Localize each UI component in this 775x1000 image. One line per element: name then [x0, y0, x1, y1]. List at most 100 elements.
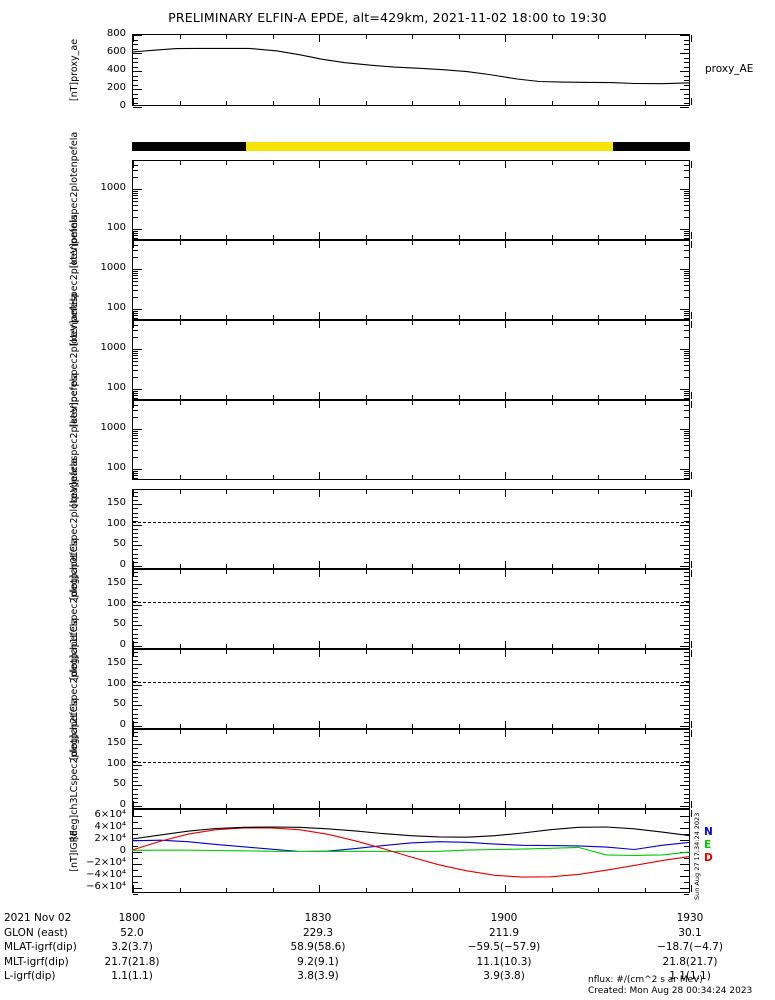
xtick-b-igrf-8 [505, 885, 506, 892]
yminor-pa-ch1lc-8 [133, 617, 138, 619]
xtick-t-en-perp-1 [179, 321, 181, 325]
yminor-r-pa-ch2lc-18 [684, 656, 689, 658]
yminor-en-para-14 [133, 416, 138, 418]
xtick-b-en-anti-2 [226, 315, 227, 319]
xtick-b-en-perp-8 [505, 392, 506, 399]
xtick-b-pa-ch0lc-6 [412, 564, 413, 568]
xtick-t-en-perp-3 [272, 321, 274, 325]
yminor-en-perp-4 [133, 388, 138, 390]
yminor-r-en-omni-8 [684, 201, 689, 202]
xtick-t-igrf-9 [551, 810, 553, 814]
xtick-t-proxy-ae-6 [412, 35, 413, 39]
xtick-t-igrf-7 [458, 810, 460, 814]
xtick-b-igrf-1 [179, 888, 181, 892]
yminor-proxy-ae-1 [133, 102, 138, 104]
yminor-r-en-para-13 [684, 428, 689, 430]
xtick-t-en-omni-5 [365, 161, 367, 165]
xtick-t-en-perp-0 [133, 321, 134, 328]
xtick-b-en-para-9 [551, 475, 553, 479]
yminor-igrf-6 [133, 858, 138, 859]
yminor-pa-ch3lc-4 [133, 793, 138, 795]
yminor-pa-ch1lc-14 [133, 592, 138, 594]
ytick-label-en-perp-0: 100 [106, 381, 126, 393]
ytick-label-proxy-ae-1: 200 [106, 82, 126, 93]
yminor-r-proxy-ae-10 [684, 62, 689, 63]
yminor-en-omni-5 [133, 216, 138, 218]
yminor-pa-ch3lc-10 [133, 768, 138, 770]
yminor-pa-ch1lc-11 [133, 604, 138, 606]
xtick-b-pa-ch0lc-0 [133, 561, 134, 568]
xtick-b-en-omni-9 [551, 235, 553, 239]
yminor-en-omni-8 [133, 201, 138, 202]
yminor-igrf-1 [133, 888, 138, 889]
xtick-b-pa-ch2lc-3 [272, 724, 274, 728]
yminor-r-proxy-ae-5 [684, 84, 689, 86]
yminor-pa-ch2lc-17 [133, 660, 138, 662]
xtick-t-en-para-2 [226, 401, 227, 405]
line-igrf-N [131, 839, 691, 853]
xtick-t-igrf-6 [412, 810, 413, 814]
xaxis-value-mlt-igrf-3: 21.8(21.7) [662, 955, 718, 968]
xtick-b-en-anti-6 [412, 315, 413, 319]
yminor-en-anti-3 [133, 310, 138, 312]
yminor-r-pa-ch0lc-2 [684, 561, 689, 563]
ytick-label-pa-ch0lc-1: 50 [113, 538, 126, 550]
yminor-pa-ch0lc-13 [133, 516, 138, 518]
yminor-r-igrf-4 [684, 870, 689, 871]
xtick-t-en-omni-11 [644, 161, 646, 165]
yminor-pa-ch0lc-12 [133, 520, 138, 522]
yminor-pa-ch2lc-19 [133, 652, 138, 654]
xtick-t-pa-ch0lc-3 [272, 490, 274, 494]
xtick-b-pa-ch0lc-12 [691, 561, 692, 568]
yminor-r-en-para-10 [684, 435, 689, 437]
xtick-t-pa-ch0lc-4 [319, 490, 320, 497]
yminor-pa-ch3lc-8 [133, 777, 138, 779]
yminor-r-pa-ch3lc-10 [684, 768, 689, 770]
yminor-en-omni-11 [133, 192, 138, 194]
yminor-r-en-omni-6 [684, 209, 689, 211]
xtick-t-pa-ch3lc-2 [226, 730, 227, 734]
yminor-pa-ch1lc-6 [133, 625, 138, 627]
yminor-r-en-omni-7 [684, 204, 689, 206]
xaxis-value-glon-1: 229.3 [302, 926, 333, 939]
yminor-r-pa-ch2lc-11 [684, 684, 689, 686]
yminor-r-en-perp-10 [684, 355, 689, 357]
xtick-b-en-omni-7 [458, 235, 460, 239]
xtick-b-pa-ch2lc-4 [319, 721, 320, 728]
yminor-en-anti-11 [133, 272, 138, 274]
yminor-en-omni-2 [133, 232, 138, 234]
yminor-pa-ch1lc-7 [133, 621, 138, 623]
xtick-b-pa-ch2lc-5 [365, 724, 367, 728]
yminor-pa-ch1lc-5 [133, 629, 138, 631]
yminor-en-anti-15 [133, 249, 138, 251]
panel-proxy-ae [132, 34, 692, 108]
xtick-t-en-omni-1 [179, 161, 181, 165]
yminor-r-proxy-ae-14 [684, 44, 689, 45]
yminor-r-pa-ch3lc-3 [684, 797, 689, 799]
xtick-b-en-para-0 [133, 472, 134, 479]
panel-en-perp [132, 320, 692, 400]
yminor-r-en-para-14 [684, 416, 689, 418]
yminor-pa-ch2lc-13 [133, 676, 138, 678]
xtick-b-pa-ch0lc-10 [598, 564, 599, 568]
yminor-r-proxy-ae-4 [684, 89, 689, 90]
xtick-t-en-anti-6 [412, 241, 413, 245]
yminor-proxy-ae-3 [133, 93, 138, 95]
panel-pa-ch3lc [132, 729, 692, 811]
yminor-pa-ch2lc-5 [133, 709, 138, 711]
yminor-r-en-para-8 [684, 441, 689, 442]
yminor-pa-ch2lc-9 [133, 693, 138, 695]
yminor-proxy-ae-14 [133, 44, 138, 45]
ytick-label-igrf-5: −4×10⁴ [86, 869, 126, 880]
xtick-t-en-anti-12 [691, 241, 692, 248]
yminor-r-pa-ch2lc-8 [684, 697, 689, 699]
losscone-line-pa-ch1lc [133, 601, 689, 603]
yminor-pa-ch1lc-1 [133, 645, 138, 647]
xtick-b-en-anti-9 [551, 315, 553, 319]
xtick-t-en-omni-4 [319, 161, 320, 168]
yminor-pa-ch3lc-6 [133, 785, 138, 787]
yminor-pa-ch0lc-19 [133, 492, 138, 494]
yminor-r-en-perp-0 [684, 397, 689, 399]
yminor-r-en-omni-12 [684, 190, 689, 192]
yminor-en-para-3 [133, 470, 138, 472]
